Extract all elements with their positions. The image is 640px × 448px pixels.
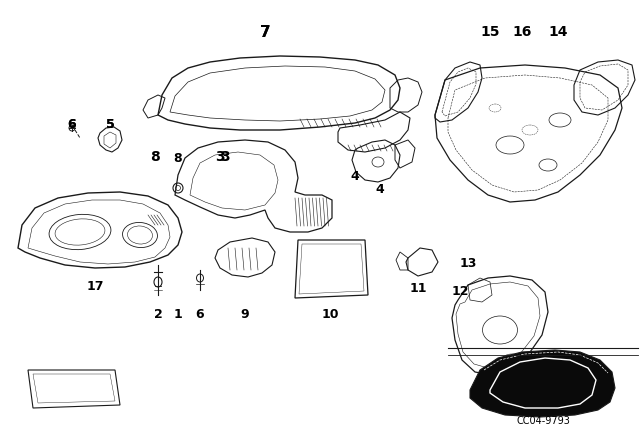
Text: 5: 5 bbox=[106, 118, 115, 131]
Text: 7: 7 bbox=[260, 25, 270, 40]
Text: 8: 8 bbox=[150, 150, 160, 164]
Text: 1: 1 bbox=[173, 308, 182, 321]
Text: 9: 9 bbox=[241, 308, 250, 321]
Text: 16: 16 bbox=[512, 25, 532, 39]
Text: 6: 6 bbox=[68, 118, 76, 131]
Text: 8: 8 bbox=[173, 152, 182, 165]
Text: 6: 6 bbox=[196, 308, 204, 321]
Text: 5: 5 bbox=[106, 118, 115, 131]
Text: 2: 2 bbox=[154, 308, 163, 321]
Text: 6: 6 bbox=[68, 118, 76, 131]
Text: 10: 10 bbox=[321, 308, 339, 321]
Text: 11: 11 bbox=[409, 282, 427, 295]
Text: 13: 13 bbox=[460, 257, 477, 270]
Text: 3: 3 bbox=[220, 150, 230, 164]
Text: 4: 4 bbox=[351, 170, 360, 183]
Text: 12: 12 bbox=[451, 285, 468, 298]
Text: CC04-9793: CC04-9793 bbox=[516, 416, 570, 426]
Text: 17: 17 bbox=[86, 280, 104, 293]
Text: 7: 7 bbox=[260, 25, 270, 40]
Polygon shape bbox=[470, 350, 615, 417]
Text: 14: 14 bbox=[548, 25, 568, 39]
Text: 4: 4 bbox=[376, 183, 385, 196]
Text: 3: 3 bbox=[215, 150, 225, 164]
Text: 15: 15 bbox=[480, 25, 500, 39]
